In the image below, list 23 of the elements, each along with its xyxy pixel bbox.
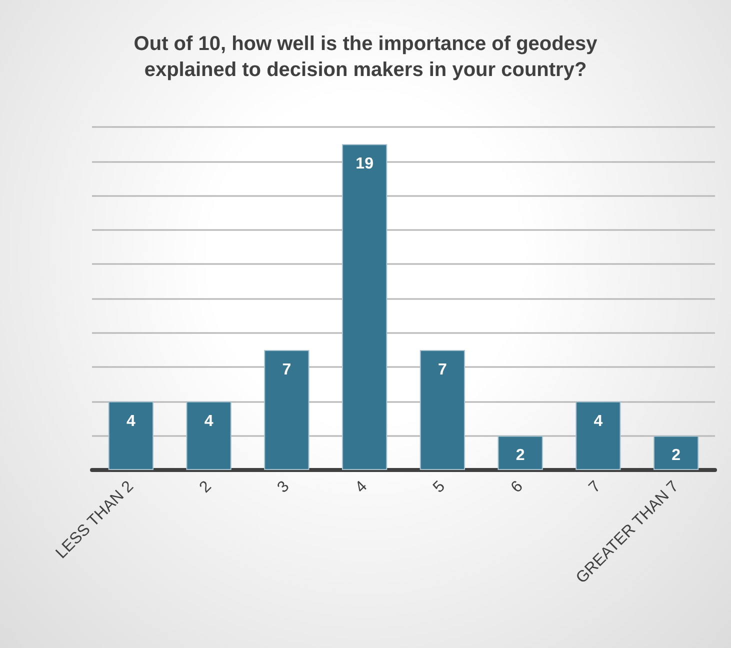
- bar: [264, 350, 310, 470]
- bar: [576, 401, 621, 470]
- x-tick-label: 7: [586, 478, 604, 496]
- data-label: 19: [356, 156, 374, 173]
- data-label: 7: [438, 361, 447, 378]
- data-label: 4: [204, 412, 214, 430]
- data-label: 4: [126, 412, 136, 430]
- x-tick-label: 6: [508, 478, 526, 496]
- data-label: 7: [282, 361, 292, 378]
- bar: [108, 401, 154, 470]
- bar: [342, 144, 388, 470]
- bar: [653, 436, 699, 470]
- bar: [420, 350, 466, 470]
- data-label: 2: [672, 447, 681, 464]
- bar: [498, 436, 543, 470]
- x-tick-label: 2: [196, 478, 215, 496]
- x-tick-label: 4: [352, 478, 371, 496]
- bar: [186, 401, 232, 470]
- chart-title: Out of 10, how well is the importance of geodesy explained to decision makers in your country?: [134, 33, 598, 81]
- data-label: 4: [594, 412, 603, 430]
- x-tick-label: 3: [274, 478, 293, 496]
- data-label: 2: [516, 447, 525, 464]
- x-tick-label: 5: [430, 478, 449, 496]
